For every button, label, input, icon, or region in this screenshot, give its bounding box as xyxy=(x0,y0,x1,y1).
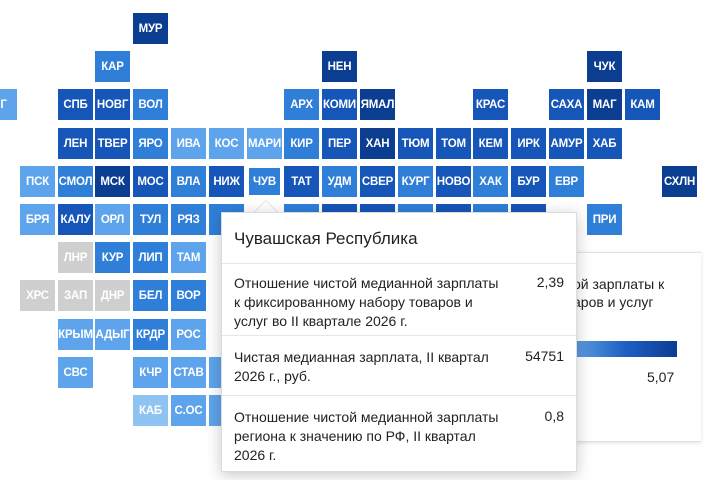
region-tile[interactable]: ХАК xyxy=(473,166,508,197)
region-tile[interactable]: ЗАП xyxy=(58,280,93,311)
region-tile[interactable]: ЧУК xyxy=(587,51,622,82)
tooltip-pointer xyxy=(254,201,278,213)
region-tile[interactable]: КАЛУ xyxy=(58,204,93,235)
region-tile[interactable]: МУР xyxy=(133,13,168,44)
region-tile[interactable]: ВЛА xyxy=(171,166,206,197)
region-tile[interactable]: МАРИ xyxy=(247,128,282,159)
tooltip-row-value: 54751 xyxy=(525,348,564,364)
region-tile[interactable]: МОС xyxy=(133,166,168,197)
region-tile[interactable]: СВС xyxy=(58,357,93,388)
region-tile[interactable]: КУР xyxy=(95,242,130,273)
region-tile[interactable]: СХЛН xyxy=(662,166,697,197)
legend-panel: ой зарплаты к аров и услуг 5,07 xyxy=(560,252,701,442)
region-tile[interactable]: КАМ xyxy=(625,89,660,120)
region-tile[interactable]: ЛЕН xyxy=(58,128,93,159)
region-tile[interactable]: ПСК xyxy=(20,166,55,197)
region-tile[interactable]: СТАВ xyxy=(171,357,206,388)
region-tile[interactable]: НОВГ xyxy=(95,89,130,120)
region-tile[interactable]: КАБ xyxy=(133,395,168,426)
legend-color-scale xyxy=(561,341,677,357)
region-tile[interactable]: ПРИ xyxy=(587,204,622,235)
region-tile[interactable]: КАР xyxy=(95,51,130,82)
region-tooltip: Чувашская Республика Отношение чистой ме… xyxy=(221,212,577,472)
region-tile[interactable]: КРЫМ xyxy=(58,319,93,350)
region-tile[interactable]: КРАС xyxy=(473,89,508,120)
region-tile[interactable]: КИР xyxy=(284,128,319,159)
region-tile[interactable]: С.ОС xyxy=(171,395,206,426)
region-tile[interactable]: СПБ xyxy=(58,89,93,120)
tooltip-row-value: 2,39 xyxy=(536,274,564,290)
region-tile[interactable]: БУР xyxy=(511,166,546,197)
tooltip-title: Чувашская Республика xyxy=(234,229,418,248)
tooltip-row-label: Отношение чистой медианной зарплаты реги… xyxy=(234,409,499,463)
region-tile[interactable]: КЕМ xyxy=(473,128,508,159)
region-tile[interactable]: ОРЛ xyxy=(95,204,130,235)
region-tile[interactable]: ЛИП xyxy=(133,242,168,273)
tooltip-row: Отношение чистой медианной зарплаты к фи… xyxy=(222,263,576,336)
tooltip-row-label: Отношение чистой медианной зарплаты к фи… xyxy=(234,275,499,329)
region-tile[interactable]: ТВЕР xyxy=(95,128,130,159)
tooltip-row-value: 0,8 xyxy=(544,408,564,424)
tooltip-row-label: Чистая медианная зарплата, II квартал 20… xyxy=(234,349,489,384)
region-tile[interactable]: СМОЛ xyxy=(58,166,93,197)
region-tile[interactable]: КУРГ xyxy=(398,166,433,197)
region-tile[interactable]: ТЮМ xyxy=(398,128,433,159)
region-tile[interactable]: ХРС xyxy=(20,280,55,311)
region-tile[interactable]: САХА xyxy=(549,89,584,120)
region-tile[interactable]: ЕВР xyxy=(549,166,584,197)
region-tile[interactable]: ТОМ xyxy=(436,128,471,159)
region-tile[interactable]: УДМ xyxy=(322,166,357,197)
region-tile[interactable]: КЧР xyxy=(133,357,168,388)
region-tile[interactable]: РОС xyxy=(171,319,206,350)
region-tile[interactable]: ВОР xyxy=(171,280,206,311)
region-tile[interactable]: ВОЛ xyxy=(133,89,168,120)
region-tile[interactable]: ПЕР xyxy=(322,128,357,159)
region-tile[interactable]: ИВА xyxy=(171,128,206,159)
region-tile[interactable]: ХАН xyxy=(360,128,395,159)
region-tile[interactable]: КРДР xyxy=(133,319,168,350)
region-tile[interactable]: ТАТ xyxy=(284,166,319,197)
region-tile[interactable]: ИРК xyxy=(511,128,546,159)
region-tile[interactable]: ЛНР xyxy=(58,242,93,273)
region-tile[interactable]: НГ xyxy=(0,89,17,120)
legend-max-value: 5,07 xyxy=(647,369,675,385)
region-tile[interactable]: НОВО xyxy=(436,166,471,197)
region-tile[interactable]: ЧУВ xyxy=(247,166,282,197)
region-tile[interactable]: МСК xyxy=(95,166,130,197)
region-tile[interactable]: ТУЛ xyxy=(133,204,168,235)
tooltip-row: Отношение чистой медианной зарплаты реги… xyxy=(222,395,576,472)
legend-title: ой зарплаты к аров и услуг xyxy=(573,276,665,310)
region-tile[interactable]: АМУР xyxy=(549,128,584,159)
region-tile[interactable]: ДНР xyxy=(95,280,130,311)
region-tile[interactable]: ЯМАЛ xyxy=(360,89,395,120)
region-tile[interactable]: БЕЛ xyxy=(133,280,168,311)
region-tile[interactable]: НЕН xyxy=(322,51,357,82)
region-tile[interactable]: ХАБ xyxy=(587,128,622,159)
region-tile[interactable]: ТАМ xyxy=(171,242,206,273)
tooltip-row: Чистая медианная зарплата, II квартал 20… xyxy=(222,335,576,396)
region-tile[interactable]: КОМИ xyxy=(322,89,357,120)
region-tile[interactable]: МАГ xyxy=(587,89,622,120)
region-tile[interactable]: ЯРО xyxy=(133,128,168,159)
region-tile[interactable]: АДЫГ xyxy=(95,319,130,350)
region-tile[interactable]: АРХ xyxy=(284,89,319,120)
region-tile[interactable]: НИЖ xyxy=(209,166,244,197)
region-tile[interactable]: СВЕР xyxy=(360,166,395,197)
region-tile[interactable]: БРЯ xyxy=(20,204,55,235)
region-tile[interactable]: РЯЗ xyxy=(171,204,206,235)
region-tile[interactable]: КОС xyxy=(209,128,244,159)
